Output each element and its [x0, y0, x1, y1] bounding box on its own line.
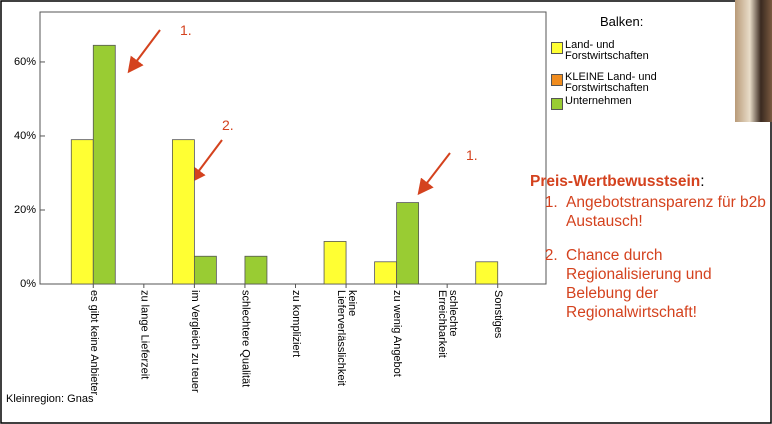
- bar: [374, 261, 398, 285]
- x-tick-label: es gibt keine Anbieter: [87, 290, 100, 396]
- x-tick-label: schlechtere Qualität: [239, 290, 252, 388]
- bar: [92, 44, 116, 285]
- annotation: 1.: [180, 22, 192, 38]
- legend-swatch: [551, 42, 563, 54]
- legend-title: Balken:: [600, 14, 644, 29]
- bar: [70, 139, 94, 285]
- annotation: 2.: [222, 117, 234, 133]
- notes-list: Angebotstransparenz für b2b Austausch! C…: [530, 193, 766, 322]
- y-tick-label: 40%: [14, 130, 36, 142]
- plot-frame: [39, 11, 547, 285]
- legend-label: KLEINE Land- und Forstwirtschaften: [565, 71, 657, 94]
- notes-title: Preis-Wertbewusstsein: [530, 173, 701, 190]
- photo: [735, 0, 772, 122]
- y-tick-label: 20%: [14, 204, 36, 216]
- x-tick-label: im Vergleich zu teuer: [188, 290, 201, 393]
- legend-label: Unternehmen: [565, 95, 632, 107]
- bar: [396, 202, 420, 285]
- x-tick-label: schlechte Erreichbarkeit: [436, 290, 460, 358]
- bar: [193, 255, 217, 285]
- y-tick-label: 60%: [14, 56, 36, 68]
- legend-swatch: [551, 98, 563, 110]
- annotation: 1.: [466, 147, 478, 163]
- arrow: [417, 152, 451, 196]
- notes: Preis-Wertbewusstsein: Angebotstranspare…: [530, 172, 766, 337]
- bar: [244, 255, 268, 285]
- bar: [475, 261, 499, 285]
- y-tick-label: 0%: [20, 278, 36, 290]
- legend-swatch: [551, 74, 563, 86]
- legend-label: Land- und Forstwirtschaften: [565, 39, 649, 62]
- bar: [323, 241, 347, 285]
- notes-colon: :: [700, 173, 705, 190]
- notes-item: Angebotstransparenz für b2b Austausch!: [562, 193, 766, 231]
- x-tick-label: zu kompliziert: [290, 290, 302, 358]
- footnote: Kleinregion: Gnas: [6, 393, 94, 405]
- notes-item: Chance durch Regionalisierung und Belebu…: [562, 246, 766, 322]
- x-tick-label: zu wenig Angebot: [391, 290, 404, 377]
- bar: [171, 139, 195, 285]
- x-tick-label: zu lange Lieferzeit: [138, 290, 151, 380]
- x-tick-label: keine Lieferverlässlichkeit: [335, 290, 359, 386]
- arrow: [189, 139, 223, 184]
- x-tick-label: Sonstiges: [492, 290, 505, 339]
- arrow: [127, 29, 161, 74]
